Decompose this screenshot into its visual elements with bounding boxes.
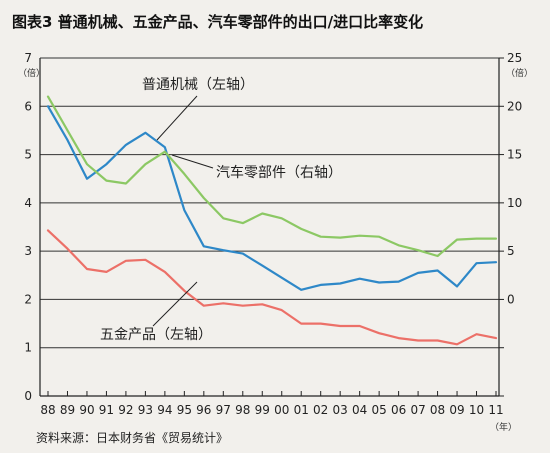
x-tick-label: 95	[177, 403, 192, 417]
x-tick-label: 04	[352, 403, 367, 417]
left-tick-label: 7	[24, 51, 32, 65]
x-tick-label: 06	[391, 403, 406, 417]
left-axis-ticks: 0 1 2 3 4 5 6 7	[24, 51, 32, 403]
x-tick-label: 91	[99, 403, 114, 417]
x-tick-label: 07	[410, 403, 425, 417]
series-label-machinery: 普通机械（左轴）	[142, 77, 254, 93]
x-tick-label: 88	[40, 403, 55, 417]
right-tick-label: 15	[507, 148, 522, 162]
x-tick-label: 98	[235, 403, 250, 417]
series-line-1	[46, 95, 498, 258]
x-tick-label: 09	[449, 403, 464, 417]
series-label-hardware: 五金产品（左轴）	[100, 327, 212, 343]
x-tick-label: 02	[313, 403, 328, 417]
right-tick-label: 25	[507, 51, 522, 65]
left-tick-label: 0	[24, 389, 32, 403]
left-tick-label: 1	[24, 341, 32, 355]
right-tick-label: 20	[507, 99, 522, 113]
callout-line-auto-parts	[171, 154, 214, 169]
x-axis-ticks: 88 89 90 91 92 93 94 95 96 97 98 99 00 01 02 03 04 05 06 07…	[40, 391, 504, 417]
left-axis-unit: （倍）	[18, 67, 45, 79]
left-tick-label: 4	[24, 196, 32, 210]
right-tick-label: 10	[507, 196, 522, 210]
series-line-0	[46, 105, 498, 291]
x-tick-label: 03	[333, 403, 348, 417]
left-tick-label: 2	[24, 292, 32, 306]
right-axis-ticks: 0 5 10 15 20 25	[499, 51, 522, 397]
series-line-2	[46, 229, 498, 346]
x-tick-label: 10	[469, 403, 484, 417]
right-tick-label: 0	[507, 292, 515, 306]
x-tick-label: 93	[138, 403, 153, 417]
x-tick-label: 99	[255, 403, 270, 417]
grid	[40, 57, 499, 349]
left-tick-label: 3	[24, 244, 32, 258]
x-tick-label: 94	[157, 403, 172, 417]
right-axis-unit: （倍）	[506, 67, 533, 79]
x-tick-label: 00	[274, 403, 289, 417]
x-tick-label: 89	[60, 403, 75, 417]
x-tick-label: 90	[79, 403, 94, 417]
x-tick-label: 96	[196, 403, 211, 417]
left-tick-label: 5	[24, 148, 32, 162]
chart-title: 图表3 普通机械、五金产品、汽车零部件的出口/进口比率变化	[12, 13, 423, 31]
series-label-auto-parts: 汽车零部件（右轴）	[216, 164, 342, 181]
callout-line-machinery	[156, 95, 198, 141]
x-tick-label: 97	[216, 403, 231, 417]
source-note: 资料来源：日本财务省《贸易统计》	[36, 430, 228, 445]
right-tick-label: 5	[507, 244, 515, 258]
x-axis-unit: （年）	[490, 421, 517, 433]
x-tick-label: 11	[488, 403, 503, 417]
x-tick-label: 08	[430, 403, 445, 417]
callout-line-hardware	[152, 281, 198, 327]
left-tick-label: 6	[24, 99, 32, 113]
x-tick-label: 05	[371, 403, 386, 417]
x-tick-label: 01	[294, 403, 309, 417]
axes	[39, 58, 500, 397]
series-layer	[46, 95, 498, 346]
x-tick-label: 92	[118, 403, 133, 417]
